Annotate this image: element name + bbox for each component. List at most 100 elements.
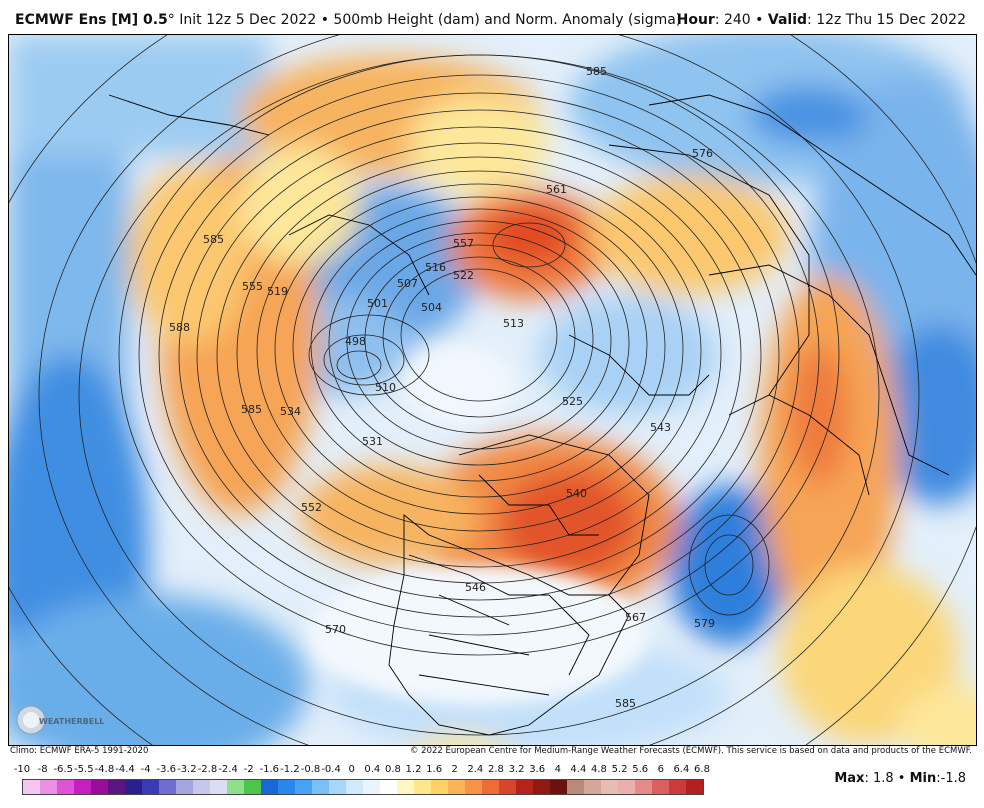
colorbar-tick-label: -4 — [140, 764, 151, 775]
contour-label: 570 — [325, 623, 346, 636]
colorbar-tick-label: 5.2 — [611, 764, 628, 775]
contour-label: 585 — [615, 697, 636, 710]
colorbar-swatch — [74, 780, 91, 794]
colorbar-swatch — [550, 780, 567, 794]
colorbar-swatch — [567, 780, 584, 794]
contour-label: 534 — [280, 405, 301, 418]
header-bullet: • — [755, 12, 764, 28]
maxmin-bullet: • — [897, 771, 906, 786]
colorbar-tick-label: 1.6 — [426, 764, 443, 775]
colorbar-tick-label: 2.8 — [487, 764, 504, 775]
colorbar-tick-label: 5.6 — [632, 764, 649, 775]
colorbar-swatch — [244, 780, 261, 794]
colorbar-swatch — [278, 780, 295, 794]
colorbar-swatch — [618, 780, 635, 794]
hour-label: Hour — [676, 12, 715, 28]
contour-label: 540 — [566, 487, 587, 500]
valid-value: : 12z Thu 15 Dec 2022 — [807, 12, 966, 28]
contour-label: 579 — [694, 617, 715, 630]
contour-label: 510 — [375, 381, 396, 394]
weatherbell-logo: WEATHERBELL — [16, 705, 104, 735]
contour-label: 516 — [425, 261, 446, 274]
contour-label: 531 — [362, 435, 383, 448]
map-panel[interactable]: 585 576 561 557 522 516 507 504 501 498 … — [8, 34, 977, 746]
contour-label: 546 — [465, 581, 486, 594]
colorbar-swatch — [397, 780, 414, 794]
colorbar-swatch — [40, 780, 57, 794]
colorbar-tick-label: 3.2 — [508, 764, 525, 775]
colorbar-swatch — [159, 780, 176, 794]
max-value: : 1.8 — [864, 771, 894, 786]
colorbar-swatch — [635, 780, 652, 794]
contour-label: 501 — [367, 297, 388, 310]
contour-label: 498 — [345, 335, 366, 348]
contour-label: 519 — [267, 285, 288, 298]
colorbar-tick-label: 2.4 — [467, 764, 484, 775]
colorbar-tick-label: -2.8 — [197, 764, 218, 775]
colorbar-swatch — [227, 780, 244, 794]
valid-label: Valid — [767, 12, 808, 28]
colorbar-tick-label: -0.4 — [321, 764, 341, 775]
contour-label: 552 — [301, 501, 322, 514]
colorbar-swatch — [669, 780, 686, 794]
colorbar-swatch — [584, 780, 601, 794]
colorbar-tick-label: -0.8 — [300, 764, 321, 775]
contour-label: 567 — [625, 611, 646, 624]
contour-label: 513 — [503, 317, 524, 330]
colorbar-tick-label: 0.4 — [364, 764, 381, 775]
colorbar-tick-label: 2 — [451, 764, 458, 775]
valid-time-header: Hour: 240 • Valid: 12z Thu 15 Dec 2022 — [677, 12, 966, 28]
colorbar-swatch — [482, 780, 499, 794]
colorbar-tick-label: -2.4 — [218, 764, 238, 775]
climo-note: Climo: ECMWF ERA-5 1991-2020 — [10, 746, 149, 756]
colorbar-tick-label: 3.6 — [529, 764, 546, 775]
colorbar-tick-label: 4 — [554, 764, 561, 775]
contour-label: 555 — [242, 280, 263, 293]
colorbar-swatch — [295, 780, 312, 794]
colorbar-tick-label: 6 — [657, 764, 664, 775]
anomaly-map: 585 576 561 557 522 516 507 504 501 498 … — [9, 35, 976, 745]
colorbar-swatch — [346, 780, 363, 794]
colorbar-tick-label: 6.8 — [694, 764, 710, 775]
colorbar-swatch — [193, 780, 210, 794]
colorbar-swatch — [210, 780, 227, 794]
contour-label: 585 — [586, 65, 607, 78]
colorbar-swatch — [329, 780, 346, 794]
colorbar-swatch — [499, 780, 516, 794]
coastlines — [108, 94, 976, 736]
colorbar-tick-label: -5.5 — [74, 764, 94, 775]
colorbar-tick-label: -1.6 — [259, 764, 280, 775]
min-label: Min — [909, 771, 937, 786]
colorbar-tick-label: -1.2 — [280, 764, 300, 775]
colorbar-swatch — [125, 780, 142, 794]
colorbar-swatch — [652, 780, 669, 794]
colorbar-swatch — [57, 780, 74, 794]
hour-value: : 240 — [714, 12, 751, 28]
colorbar-swatch — [414, 780, 431, 794]
colorbar-tick-label: -4.4 — [115, 764, 135, 775]
max-label: Max — [834, 771, 865, 786]
colorbar-swatch — [516, 780, 533, 794]
colorbar-tick-label: -3.2 — [177, 764, 197, 775]
min-value: :-1.8 — [936, 771, 966, 786]
contour-label: 588 — [169, 321, 190, 334]
colorbar-tick-label: 4.8 — [591, 764, 607, 775]
colorbar — [22, 779, 704, 795]
contour-label: 585 — [203, 233, 224, 246]
colorbar-tick-label: -6.5 — [53, 764, 73, 775]
colorbar-tick-label: -3.6 — [156, 764, 176, 775]
colorbar-swatch — [176, 780, 193, 794]
colorbar-swatch — [261, 780, 278, 794]
colorbar-tick-label: -2 — [243, 764, 254, 775]
colorbar-swatch — [363, 780, 380, 794]
colorbar-swatch — [380, 780, 397, 794]
colorbar-tick-label: -8 — [37, 764, 48, 775]
contour-label: 507 — [397, 277, 418, 290]
contour-label: 543 — [650, 421, 671, 434]
colorbar-swatch — [465, 780, 482, 794]
contour-label: 525 — [562, 395, 583, 408]
colorbar-swatch — [108, 780, 125, 794]
colorbar-tick-label: 4.4 — [570, 764, 587, 775]
contour-label: 504 — [421, 301, 442, 314]
colorbar-ticks: -10 -8 -6.5 -5.5 -4.8 -4.4 -4 -3.6 -3.2 -2.8 -2.4-… — [12, 764, 712, 778]
